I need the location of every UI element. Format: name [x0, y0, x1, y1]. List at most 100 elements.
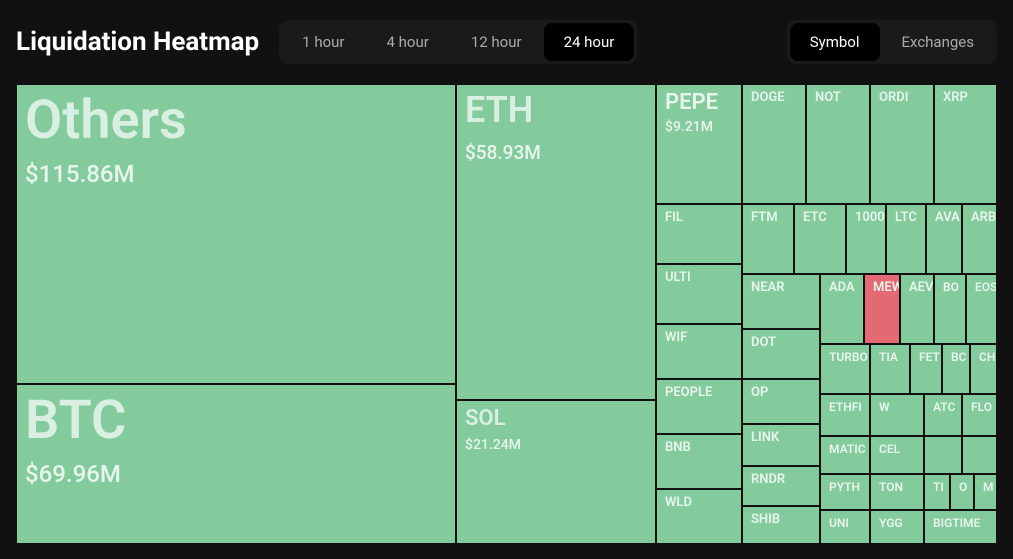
- cell-label: FET: [919, 351, 933, 364]
- treemap-cell[interactable]: ORDI: [870, 84, 934, 204]
- treemap-cell[interactable]: BO: [934, 274, 966, 344]
- cell-label: NEAR: [751, 281, 811, 295]
- treemap-cell[interactable]: ATC: [924, 394, 962, 436]
- cell-label: ETHFI: [829, 401, 861, 414]
- treemap-cell[interactable]: NEAR: [742, 274, 820, 329]
- cell-label: MATIC: [829, 443, 861, 456]
- cell-value: $69.96M: [25, 460, 447, 488]
- cell-label: SHIB: [751, 513, 811, 527]
- treemap-cell[interactable]: TIA: [870, 344, 910, 394]
- treemap-cell[interactable]: PEOPLE: [656, 379, 742, 434]
- cell-label: TI: [933, 481, 941, 494]
- cell-value: $58.93M: [465, 141, 647, 164]
- cell-label: TON: [879, 481, 915, 494]
- cell-label: FTM: [751, 211, 785, 225]
- treemap-cell[interactable]: FIL: [656, 204, 742, 264]
- treemap-cell[interactable]: AEV: [900, 274, 934, 344]
- treemap-cell[interactable]: WIF: [656, 324, 742, 379]
- treemap-cell[interactable]: PYTH: [820, 474, 870, 510]
- treemap-cell[interactable]: YGG: [870, 510, 924, 544]
- treemap-cell[interactable]: WLD: [656, 489, 742, 544]
- tab-1hour[interactable]: 1 hour: [282, 23, 364, 61]
- treemap-cell[interactable]: NOT: [806, 84, 870, 204]
- cell-label: SOL: [465, 407, 647, 431]
- cell-label: O: [959, 481, 965, 494]
- treemap-cell[interactable]: ETHFI: [820, 394, 870, 436]
- cell-label: AVA: [935, 211, 953, 225]
- treemap-cell[interactable]: CH: [970, 344, 997, 394]
- tab-24hour[interactable]: 24 hour: [544, 23, 635, 61]
- treemap-cell[interactable]: MEW: [864, 274, 900, 344]
- timeframe-tabs: 1 hour 4 hour 12 hour 24 hour: [279, 20, 637, 64]
- treemap-cell[interactable]: OP: [742, 379, 820, 424]
- cell-label: NOT: [815, 91, 861, 105]
- treemap-cell[interactable]: O: [950, 474, 974, 510]
- treemap-cell[interactable]: BIGTIME: [924, 510, 997, 544]
- treemap-cell[interactable]: XRP: [934, 84, 997, 204]
- cell-label: MEW: [873, 281, 891, 295]
- treemap-cell[interactable]: TON: [870, 474, 924, 510]
- treemap-cell[interactable]: SOL $21.24M: [456, 400, 656, 544]
- treemap-cell[interactable]: MATIC: [820, 436, 870, 474]
- treemap-cell[interactable]: 1000: [846, 204, 886, 274]
- treemap-cell[interactable]: ADA: [820, 274, 864, 344]
- tab-exchanges[interactable]: Exchanges: [882, 23, 995, 61]
- cell-label: TIA: [879, 351, 901, 364]
- cell-label: DOGE: [751, 91, 797, 105]
- treemap-cell[interactable]: [924, 436, 962, 474]
- treemap-cell[interactable]: EOS: [966, 274, 997, 344]
- cell-label: WLD: [665, 496, 733, 510]
- cell-label: FIL: [665, 211, 733, 225]
- treemap-cell[interactable]: M: [974, 474, 997, 510]
- cell-value: $115.86M: [25, 160, 447, 188]
- cell-label: UNI: [829, 517, 861, 530]
- treemap-cell[interactable]: [962, 436, 997, 474]
- treemap-cell[interactable]: SHIB: [742, 506, 820, 544]
- treemap-cell[interactable]: TI: [924, 474, 950, 510]
- cell-label: PEPE: [665, 91, 733, 115]
- cell-label: ATC: [933, 401, 953, 414]
- treemap-cell[interactable]: LTC: [886, 204, 926, 274]
- tab-symbol[interactable]: Symbol: [790, 23, 880, 61]
- treemap-cell[interactable]: BC: [942, 344, 970, 394]
- treemap-cell[interactable]: BNB: [656, 434, 742, 489]
- cell-label: OP: [751, 386, 811, 400]
- treemap-cell[interactable]: Others$115.86M: [16, 84, 456, 384]
- treemap-cell[interactable]: ULTI: [656, 264, 742, 324]
- treemap-cell[interactable]: FET: [910, 344, 942, 394]
- tab-12hour[interactable]: 12 hour: [451, 23, 542, 61]
- treemap-cell[interactable]: CEL: [870, 436, 924, 474]
- treemap-cell[interactable]: ETC: [794, 204, 846, 274]
- treemap-cell[interactable]: PEPE$9.21M: [656, 84, 742, 204]
- treemap-cell[interactable]: FTM: [742, 204, 794, 274]
- cell-value: $21.24M: [465, 437, 647, 453]
- treemap-cell[interactable]: DOGE: [742, 84, 806, 204]
- treemap-cell[interactable]: ARB: [962, 204, 997, 274]
- treemap-cell[interactable]: UNI: [820, 510, 870, 544]
- cell-label: PEOPLE: [665, 386, 733, 400]
- treemap-cell[interactable]: FLO: [962, 394, 997, 436]
- cell-label: DOT: [751, 336, 811, 350]
- cell-label: RNDR: [751, 473, 811, 487]
- page-title: Liquidation Heatmap: [16, 27, 259, 57]
- treemap-cell[interactable]: LINK: [742, 424, 820, 466]
- view-tabs: Symbol Exchanges: [787, 20, 997, 64]
- cell-label: CH: [979, 351, 988, 364]
- treemap-cell[interactable]: W: [870, 394, 924, 436]
- treemap-cell[interactable]: AVA: [926, 204, 962, 274]
- cell-label: ETH: [465, 91, 647, 131]
- treemap-cell[interactable]: BTC$69.96M: [16, 384, 456, 544]
- treemap-cell[interactable]: RNDR: [742, 466, 820, 506]
- cell-label: WIF: [665, 331, 733, 345]
- cell-label: ULTI: [665, 271, 733, 285]
- treemap: Others$115.86MBTC$69.96M ETH $58.93M SOL $21…: [16, 84, 997, 544]
- cell-label: ADA: [829, 281, 855, 295]
- cell-label: ORDI: [879, 91, 925, 105]
- header: Liquidation Heatmap 1 hour 4 hour 12 hou…: [0, 0, 1013, 76]
- treemap-cell[interactable]: DOT: [742, 329, 820, 379]
- cell-label: BO: [943, 281, 957, 294]
- treemap-cell[interactable]: ETH $58.93M: [456, 84, 656, 400]
- cell-label: LTC: [895, 211, 917, 225]
- treemap-cell[interactable]: TURBO: [820, 344, 870, 394]
- tab-4hour[interactable]: 4 hour: [367, 23, 449, 61]
